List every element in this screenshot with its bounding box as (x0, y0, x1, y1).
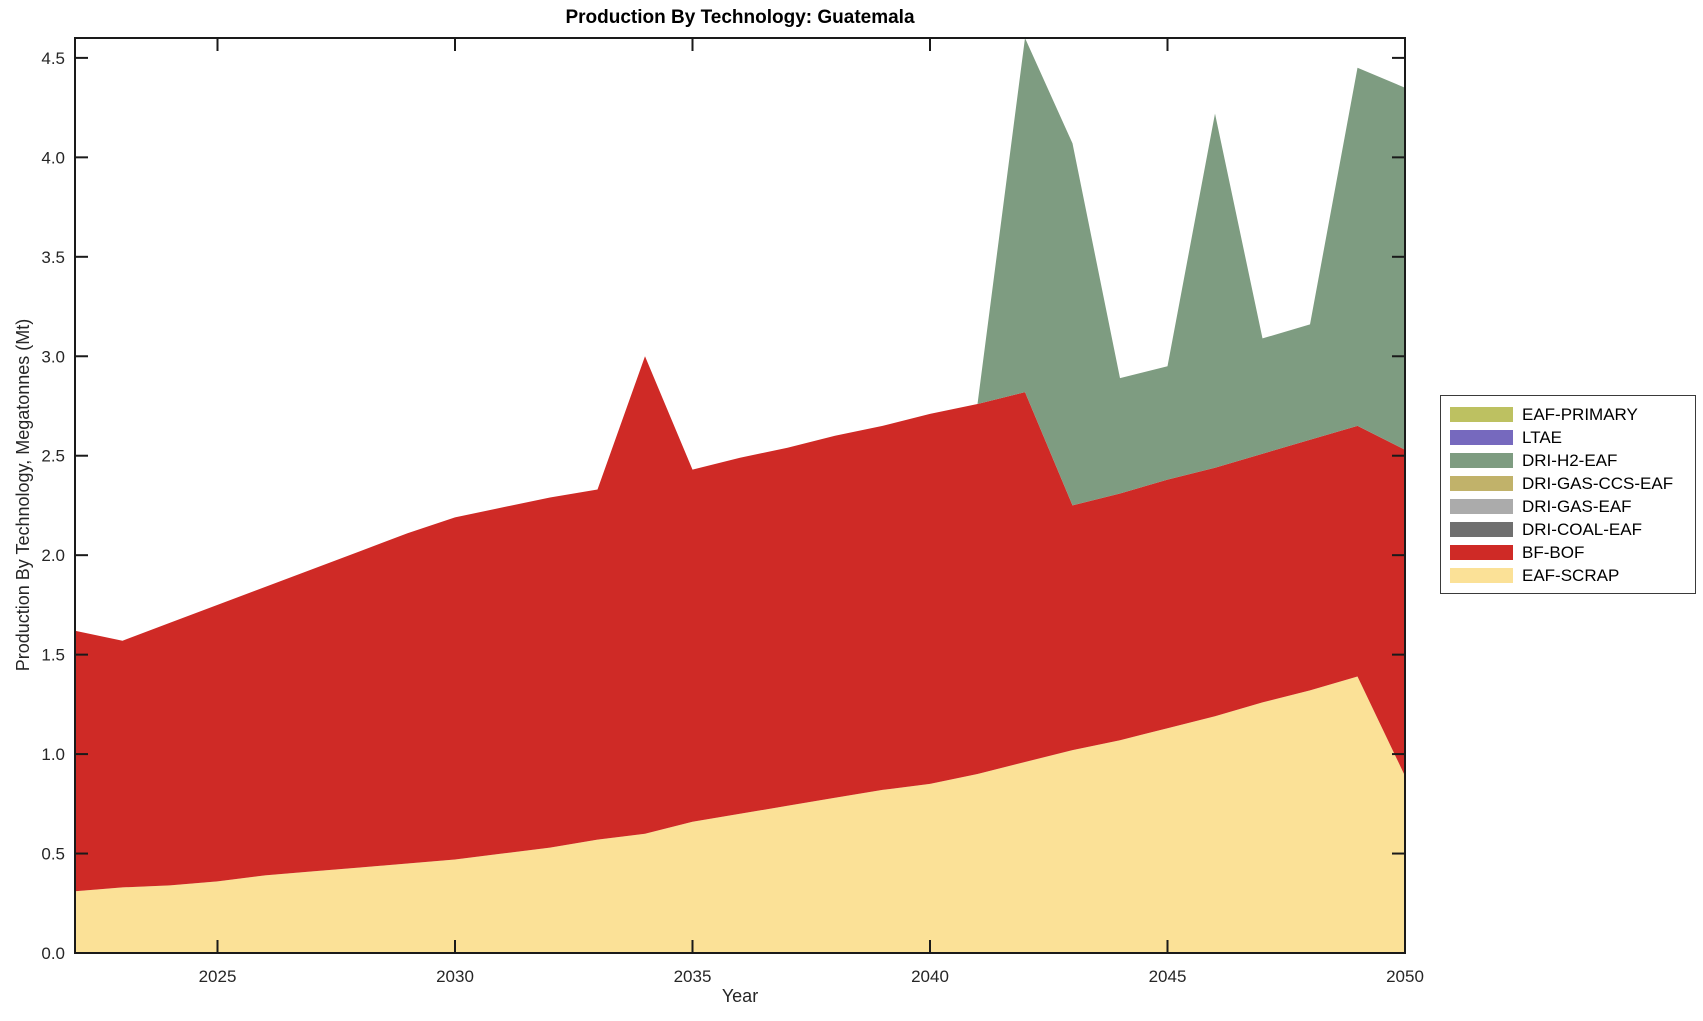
legend-item-eaf-scrap: EAF-SCRAP (1441, 564, 1695, 587)
legend-item-dri-gas-eaf: DRI-GAS-EAF (1441, 495, 1695, 518)
legend-swatch-ltae (1450, 430, 1513, 445)
legend-item-ltae: LTAE (1441, 426, 1695, 449)
legend-item-bf-bof: BF-BOF (1441, 541, 1695, 564)
legend-label: DRI-H2-EAF (1522, 450, 1618, 470)
legend-label: EAF-SCRAP (1522, 565, 1620, 585)
y-tick-label: 2.5 (41, 447, 65, 466)
x-tick-label: 2045 (1149, 967, 1187, 986)
legend-swatch-eaf-primary (1450, 407, 1513, 422)
legend-label: LTAE (1522, 427, 1562, 447)
legend-label: DRI-COAL-EAF (1522, 519, 1642, 539)
legend-label: BF-BOF (1522, 542, 1585, 562)
legend-label: EAF-PRIMARY (1522, 404, 1638, 424)
area-eaf-scrap (75, 676, 1405, 953)
legend-swatch-dri-gas-ccs-eaf (1450, 476, 1513, 491)
legend-label: DRI-GAS-CCS-EAF (1522, 473, 1674, 493)
legend-item-eaf-primary: EAF-PRIMARY (1441, 403, 1695, 426)
legend-swatch-dri-gas-eaf (1450, 499, 1513, 514)
legend-item-dri-h2-eaf: DRI-H2-EAF (1441, 449, 1695, 472)
legend-swatch-dri-coal-eaf (1450, 522, 1513, 537)
x-tick-label: 2040 (911, 967, 949, 986)
axes-box (74, 37, 1406, 954)
legend-swatch-eaf-scrap (1450, 568, 1513, 583)
chart-title: Production By Technology: Guatemala (565, 7, 915, 28)
area-bf-bof (75, 356, 1405, 892)
y-tick-label: 1.5 (41, 646, 65, 665)
y-axis-label: Production By Technology, Megatonnes (Mt… (13, 318, 33, 672)
y-tick-label: 1.0 (41, 745, 65, 764)
y-tick-label: 2.0 (41, 546, 65, 565)
area-dri-h2-eaf (75, 38, 1405, 641)
legend: EAF-PRIMARY LTAE DRI-H2-EAF DRI-GAS-CCS-EAF… (1440, 395, 1696, 594)
legend-swatch-dri-h2-eaf (1450, 453, 1513, 468)
legend-item-dri-gas-ccs-eaf: DRI-GAS-CCS-EAF (1441, 472, 1695, 495)
x-tick-label: 2030 (436, 967, 474, 986)
y-tick-label: 4.0 (41, 148, 65, 167)
x-tick-label: 2025 (199, 967, 237, 986)
legend-swatch-bf-bof (1450, 545, 1513, 560)
y-tick-label: 3.0 (41, 347, 65, 366)
legend-label: DRI-GAS-EAF (1522, 496, 1632, 516)
y-tick-label: 3.5 (41, 248, 65, 267)
y-tick-label: 4.5 (41, 49, 65, 68)
y-tick-label: 0.0 (41, 944, 65, 963)
x-tick-label: 2050 (1386, 967, 1424, 986)
legend-item-dri-coal-eaf: DRI-COAL-EAF (1441, 518, 1695, 541)
x-tick-label: 2035 (674, 967, 712, 986)
y-tick-label: 0.5 (41, 845, 65, 864)
x-axis-label: Year (721, 986, 759, 1006)
